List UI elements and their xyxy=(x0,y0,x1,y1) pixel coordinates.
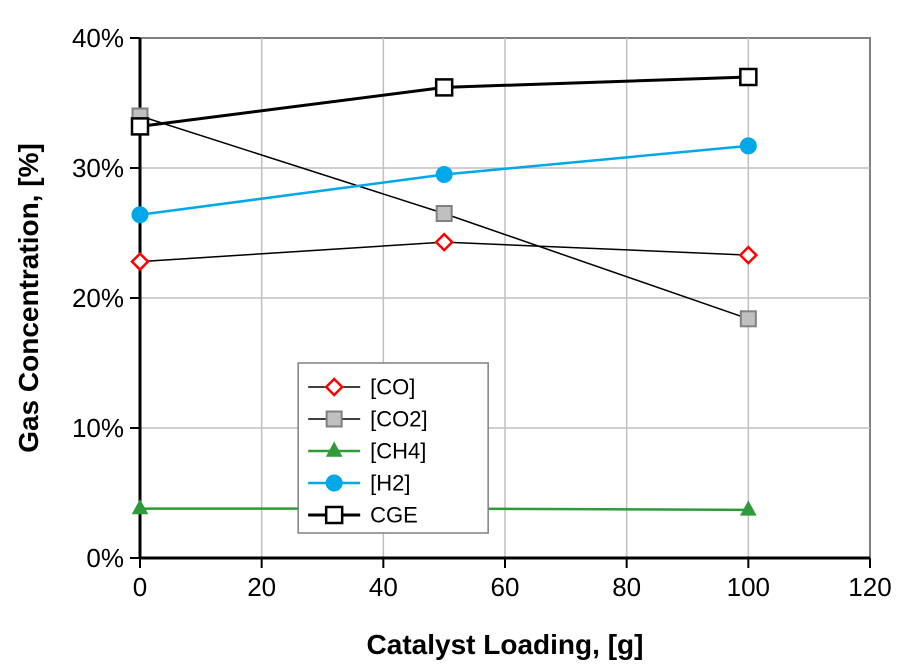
x-axis-title: Catalyst Loading, [g] xyxy=(367,629,644,660)
legend-label-CO2: [CO2] xyxy=(370,407,427,432)
legend-label-CH4: [CH4] xyxy=(370,439,426,464)
x-tick-label: 60 xyxy=(491,572,520,602)
legend-marker-CO2 xyxy=(327,412,342,427)
marker-H2 xyxy=(132,207,148,223)
legend-label-CO: [CO] xyxy=(370,375,415,400)
legend-marker-H2 xyxy=(326,475,342,491)
y-tick-label: 40% xyxy=(72,23,124,53)
marker-CGE xyxy=(132,118,148,134)
y-tick-label: 0% xyxy=(86,543,124,573)
marker-H2 xyxy=(740,138,756,154)
gas-concentration-chart: 0 20 40 60 80 100 120 0% 10% 20% 30% 40% Catalyst Lo… xyxy=(0,0,918,672)
marker-H2 xyxy=(436,167,452,183)
marker-CGE xyxy=(436,79,452,95)
marker-CGE xyxy=(740,69,756,85)
y-tick-label: 20% xyxy=(72,283,124,313)
legend-label-H2: [H2] xyxy=(370,471,410,496)
x-tick-label: 120 xyxy=(848,572,891,602)
y-axis-title: Gas Concentration, [%] xyxy=(13,143,44,453)
legend-marker-CGE xyxy=(326,507,342,523)
y-tick-label: 30% xyxy=(72,153,124,183)
y-tick-label: 10% xyxy=(72,413,124,443)
marker-CO2 xyxy=(741,311,756,326)
x-tick-label: 100 xyxy=(727,572,770,602)
marker-CO2 xyxy=(437,206,452,221)
x-tick-label: 40 xyxy=(369,572,398,602)
x-tick-label: 0 xyxy=(133,572,147,602)
x-tick-label: 20 xyxy=(247,572,276,602)
legend-label-CGE: CGE xyxy=(370,503,418,528)
x-tick-label: 80 xyxy=(612,572,641,602)
